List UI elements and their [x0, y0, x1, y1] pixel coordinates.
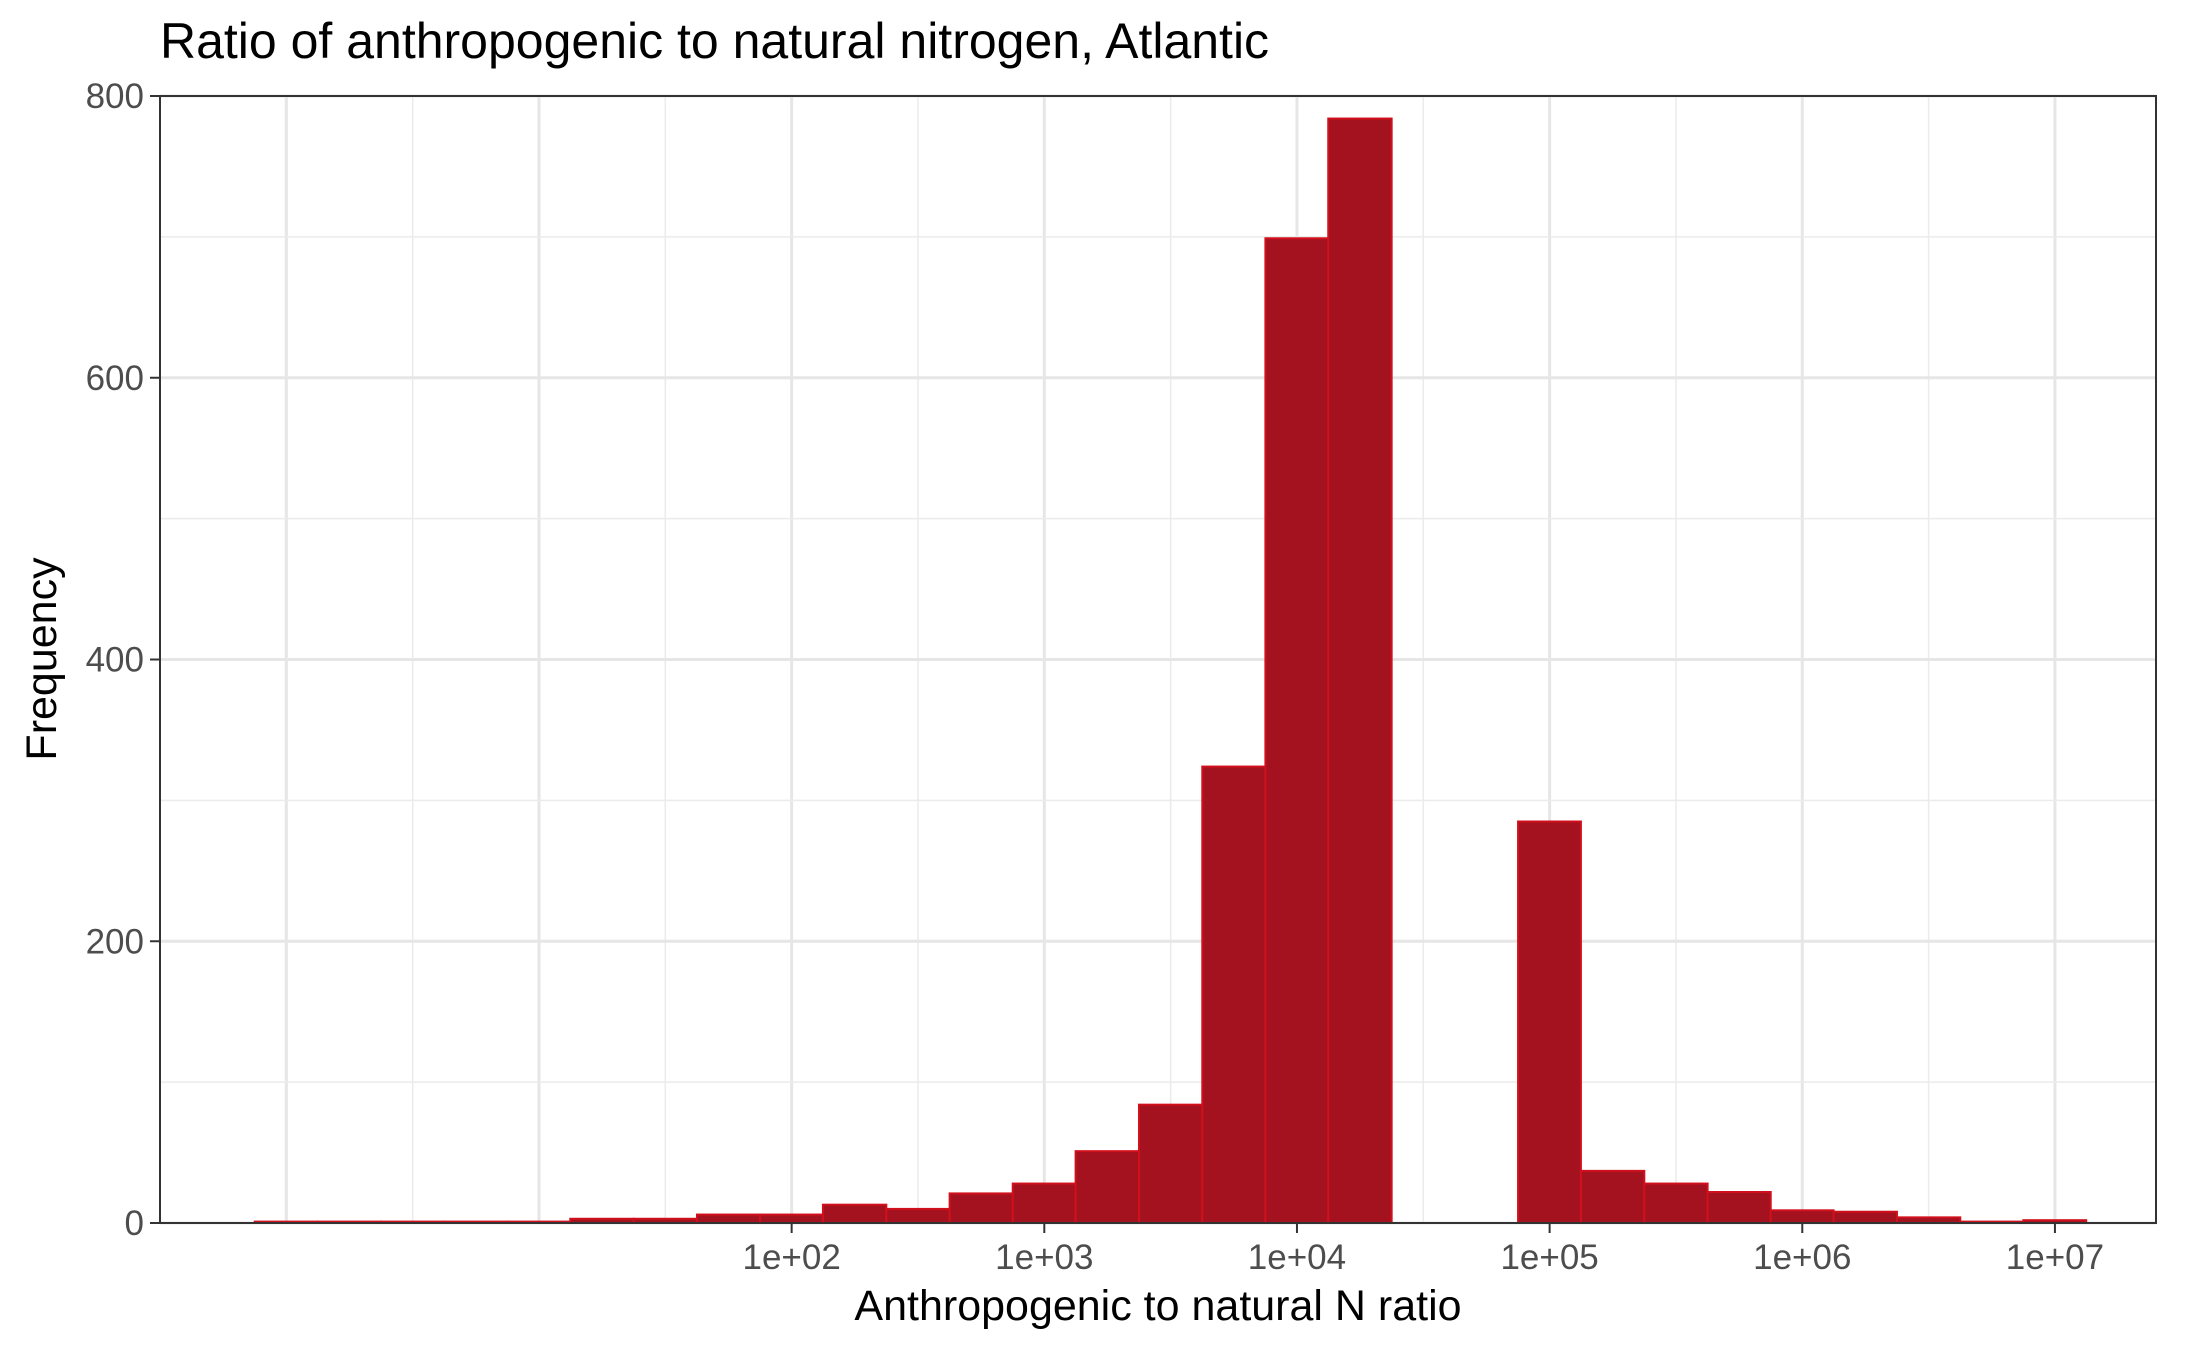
- x-tick-label: 1e+02: [742, 1238, 840, 1277]
- x-tick-label: 1e+07: [2006, 1238, 2104, 1277]
- y-tick-label: 600: [86, 359, 144, 398]
- y-tick-label: 800: [86, 77, 144, 116]
- y-tick-label: 0: [125, 1204, 144, 1243]
- histogram-bar: [1011, 1182, 1077, 1225]
- histogram-bar: [759, 1213, 824, 1224]
- histogram-bars: [253, 117, 2088, 1225]
- x-tick-label: 1e+06: [1753, 1238, 1851, 1277]
- histogram-bar: [1137, 1103, 1204, 1225]
- x-tick-label: 1e+05: [1500, 1238, 1598, 1277]
- histogram-bar: [1769, 1209, 1835, 1225]
- histogram-bar: [1201, 765, 1267, 1224]
- histogram-bar: [1074, 1150, 1140, 1225]
- histogram-bar: [1579, 1169, 1646, 1224]
- y-tick-label: 200: [86, 922, 144, 961]
- histogram-bar: [1264, 237, 1330, 1224]
- x-tick-label: 1e+03: [995, 1238, 1093, 1277]
- plot-panel: [159, 94, 2157, 1225]
- histogram-bar: [695, 1213, 762, 1224]
- chart-title: Ratio of anthropogenic to natural nitrog…: [160, 13, 1269, 69]
- y-axis-label: Frequency: [18, 557, 66, 761]
- grid-lines: [159, 94, 2156, 1225]
- x-axis: 1e+02 1e+03 1e+04 1e+05 1e+06 1e+07: [742, 1223, 2104, 1277]
- y-tick-label: 400: [86, 641, 144, 680]
- histogram-bar: [1643, 1182, 1709, 1225]
- histogram-bar: [1327, 117, 1393, 1224]
- histogram-bar: [821, 1203, 888, 1225]
- x-axis-label: Anthropogenic to natural N ratio: [854, 1282, 1461, 1330]
- histogram-bar: [1832, 1210, 1898, 1224]
- x-tick-label: 1e+04: [1248, 1238, 1346, 1277]
- histogram-bar: [948, 1192, 1014, 1225]
- histogram-bar: [1706, 1191, 1772, 1224]
- histogram-bar: [885, 1207, 951, 1224]
- histogram-bar: [1517, 820, 1582, 1224]
- y-axis: 0 200 400 600 800: [86, 77, 160, 1243]
